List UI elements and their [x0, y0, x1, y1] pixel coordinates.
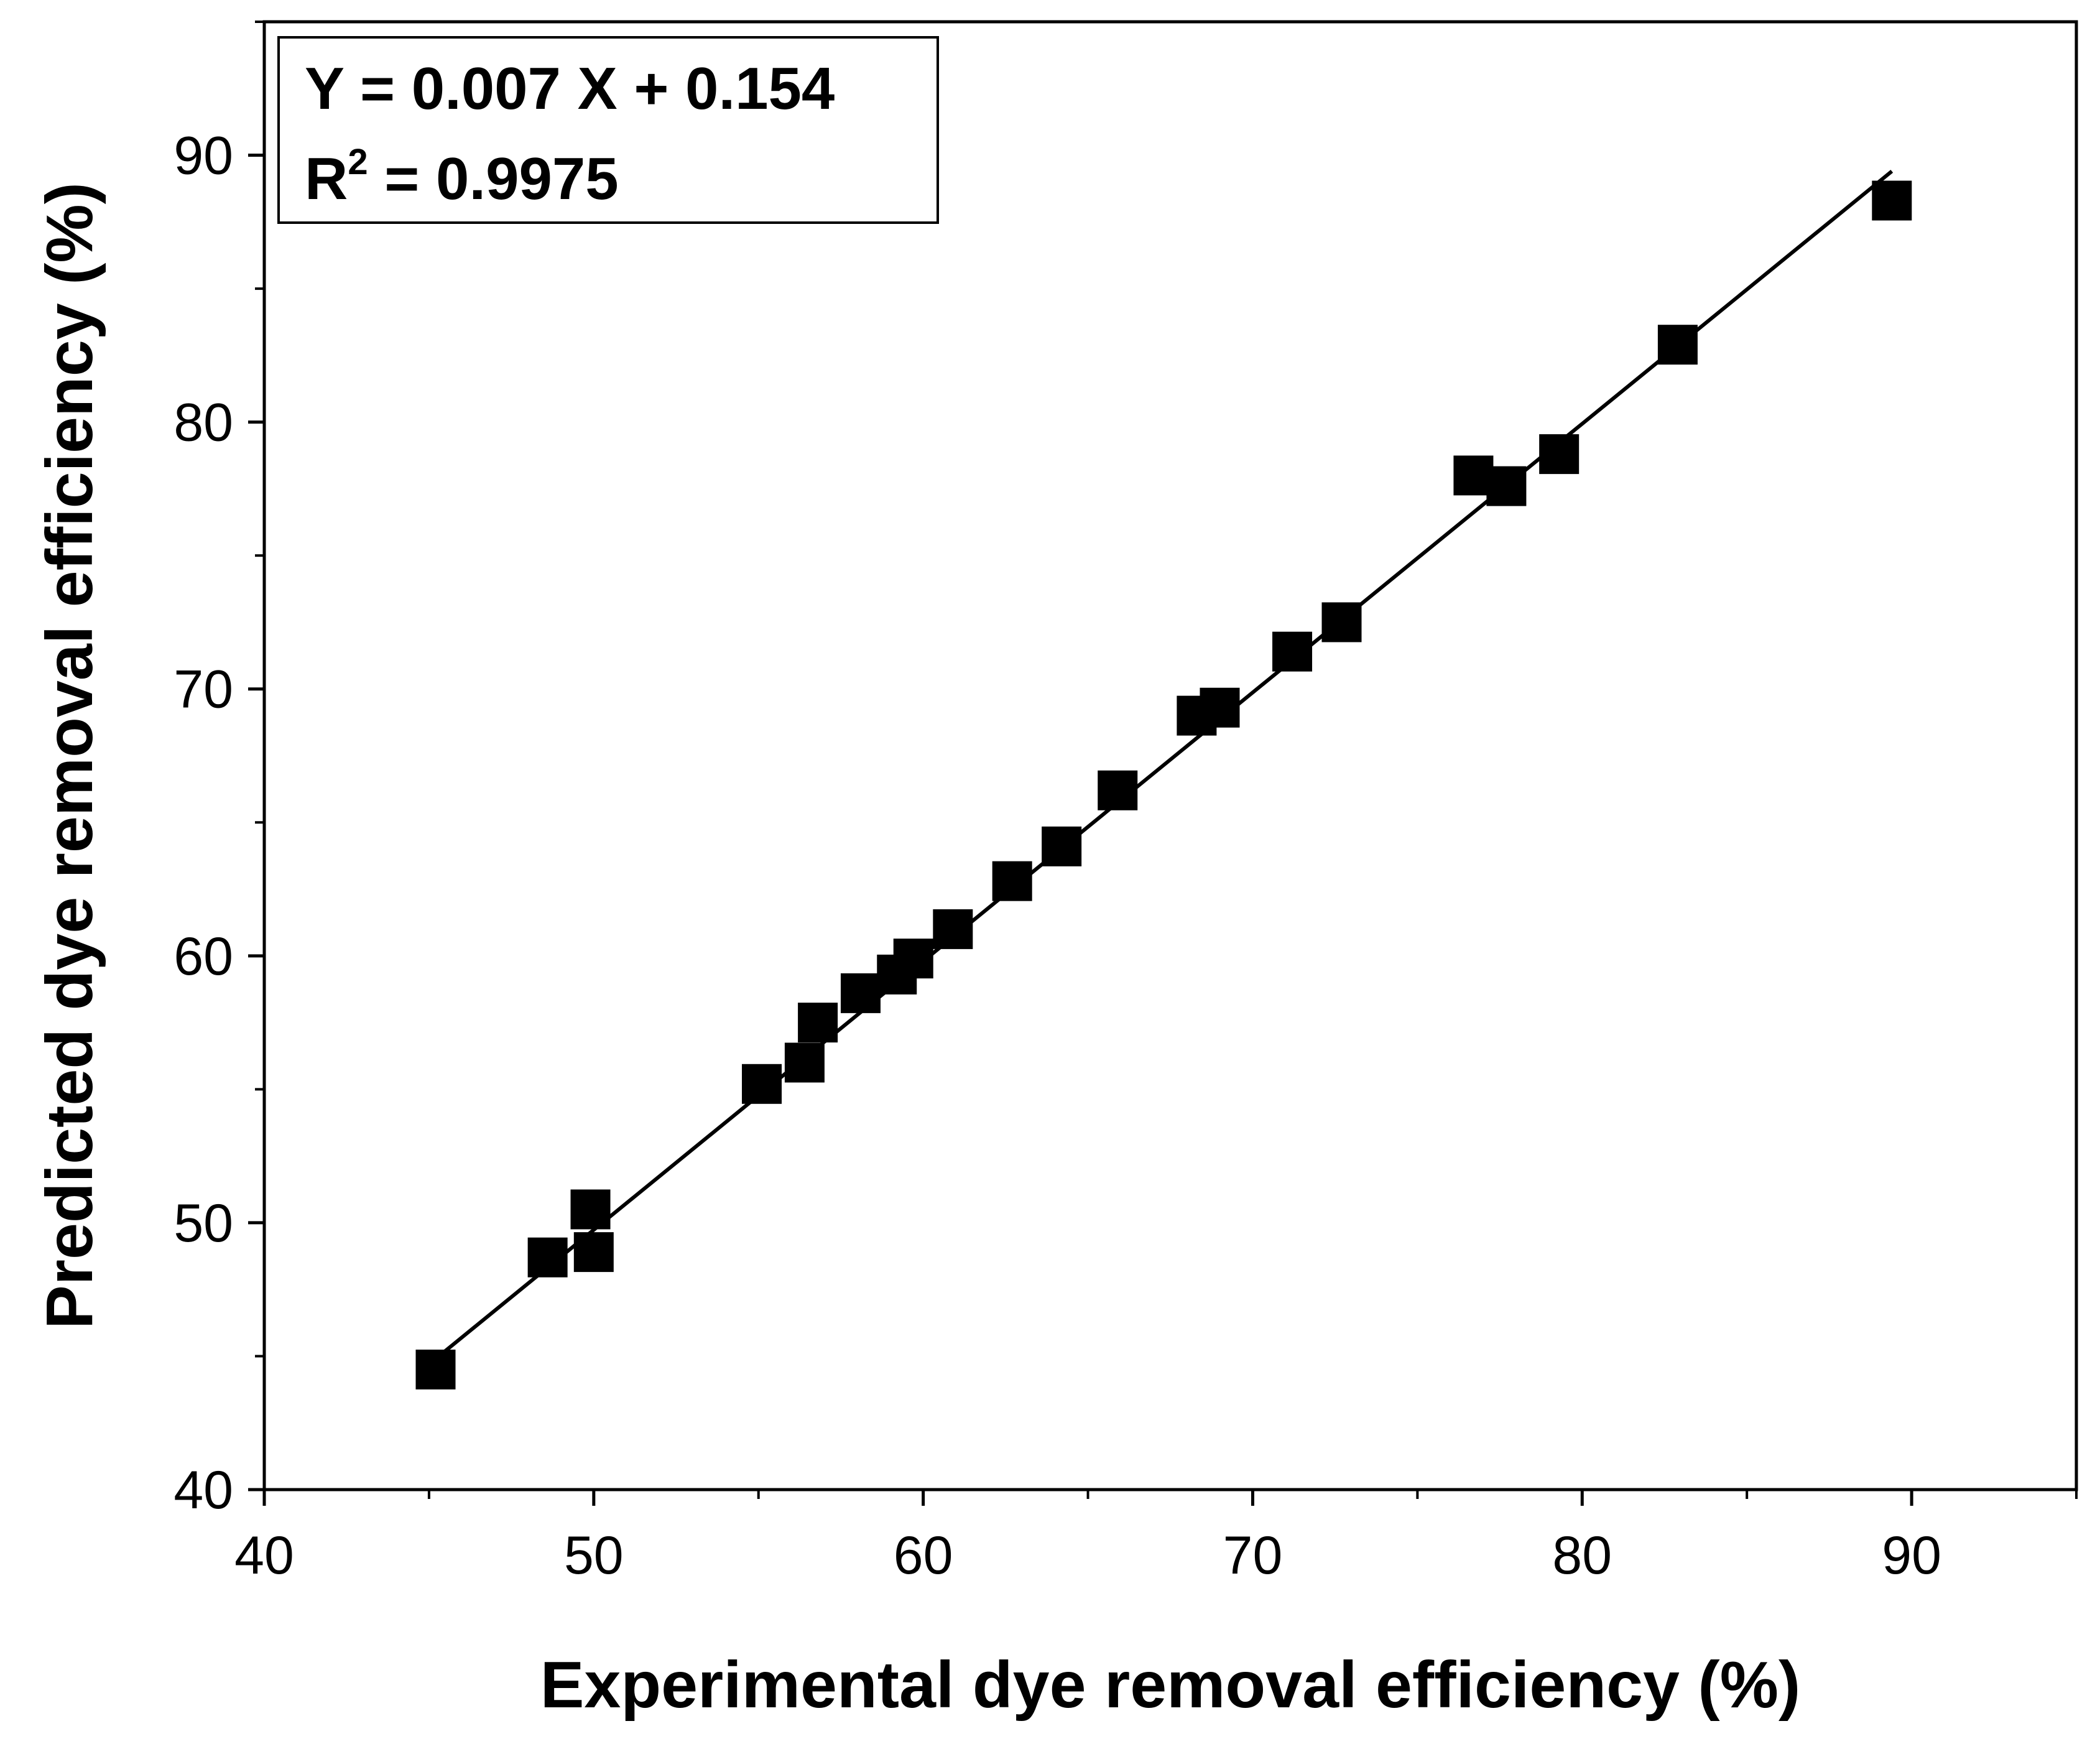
- data-point: [798, 1003, 838, 1043]
- data-point: [1539, 434, 1580, 475]
- y-axis-title: Predicted dye removal efficiency (%): [33, 182, 106, 1329]
- data-point: [784, 1042, 825, 1083]
- data-point: [1042, 826, 1082, 866]
- data-point: [1486, 466, 1527, 506]
- y-tick-label: 70: [173, 660, 233, 720]
- data-point: [415, 1349, 456, 1389]
- data-point: [1657, 325, 1698, 365]
- x-tick-label: 80: [1552, 1526, 1612, 1585]
- data-point: [1321, 602, 1362, 642]
- y-tick-label: 90: [173, 126, 233, 186]
- data-point: [840, 973, 881, 1013]
- y-tick-label: 50: [173, 1194, 233, 1253]
- x-tick-label: 60: [894, 1526, 953, 1585]
- data-point: [1872, 180, 1912, 221]
- r-squared-prefix: R: [305, 146, 348, 212]
- x-axis-title: Experimental dye removal efficiency (%): [540, 1648, 1801, 1722]
- annotation-box: [277, 36, 939, 224]
- fit-line-group: [434, 169, 1894, 1361]
- data-point: [992, 861, 1032, 901]
- x-tick-label: 40: [234, 1526, 294, 1585]
- y-tick-label: 60: [173, 927, 233, 986]
- r-squared-value: = 0.9975: [368, 146, 619, 212]
- data-point: [570, 1189, 611, 1230]
- data-point: [1098, 770, 1138, 810]
- fit-line: [434, 169, 1894, 1361]
- axis-ticks: [248, 21, 2078, 1506]
- regression-annotation: Y = 0.007 X + 0.154 R2 = 0.9975: [277, 36, 939, 224]
- axis-tick-labels: 40 50 60 70 80 90 40 50 60 70 80 90: [173, 126, 1941, 1585]
- plot-frame: [262, 20, 2078, 1491]
- y-tick-label: 80: [173, 393, 233, 453]
- equation-text: Y = 0.007 X + 0.154: [305, 55, 835, 122]
- data-point: [933, 909, 973, 949]
- x-tick-label: 50: [564, 1526, 624, 1585]
- data-point: [1272, 631, 1313, 672]
- r-squared-superscript: 2: [348, 142, 368, 182]
- data-point: [527, 1237, 568, 1278]
- data-point: [742, 1064, 782, 1104]
- data-point: [893, 939, 933, 979]
- data-point: [573, 1232, 614, 1273]
- data-point: [1200, 687, 1240, 728]
- r-squared-text: R2 = 0.9975: [305, 142, 619, 212]
- y-tick-label: 40: [173, 1460, 233, 1520]
- x-tick-label: 70: [1223, 1526, 1283, 1585]
- x-tick-label: 90: [1882, 1526, 1941, 1585]
- data-points: [415, 180, 1912, 1389]
